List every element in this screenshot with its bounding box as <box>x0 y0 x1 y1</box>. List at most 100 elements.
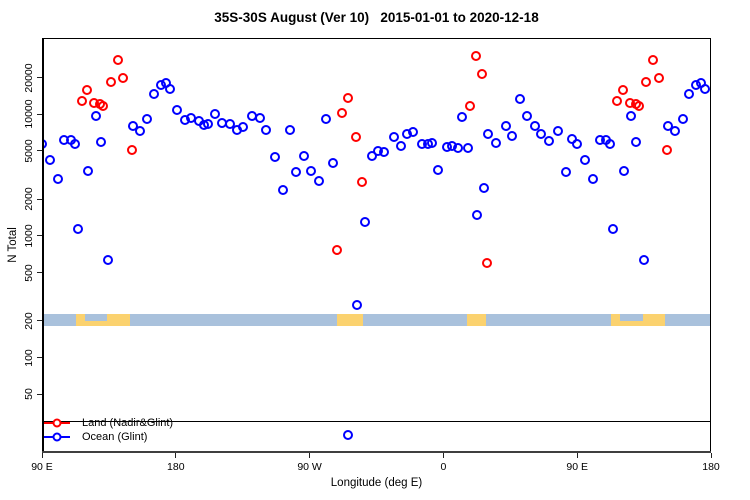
ocean-data-point <box>127 120 138 131</box>
ocean-data-point <box>515 93 526 104</box>
ocean-data-point <box>553 125 564 136</box>
land-data-point <box>126 144 137 155</box>
ocean-data-point <box>607 223 618 234</box>
land-data-point <box>653 72 664 83</box>
ocean-data-point <box>72 223 83 234</box>
ocean-data-point <box>202 118 213 129</box>
ocean-data-point <box>343 430 354 441</box>
ocean-data-point <box>605 138 616 149</box>
ocean-data-point <box>395 141 406 152</box>
ocean-data-point <box>306 166 317 177</box>
ocean-data-point <box>359 217 370 228</box>
legend-label: Ocean (Glint) <box>82 431 148 443</box>
latitude-band-land-patch <box>337 313 364 326</box>
ocean-data-point <box>699 83 710 94</box>
ocean-data-point <box>70 138 80 149</box>
land-data-point <box>661 144 672 155</box>
land-data-point <box>343 93 354 104</box>
y-tick-label: 20000 <box>23 63 35 93</box>
land-data-point <box>470 51 481 62</box>
ocean-data-point <box>638 255 649 266</box>
y-tick-label: 500 <box>23 263 35 282</box>
y-tick-label: 100 <box>23 348 35 367</box>
y-tick-label: 1000 <box>23 224 35 248</box>
legend-marker-line <box>44 418 70 428</box>
ocean-data-point <box>91 110 102 121</box>
ocean-data-point <box>580 154 591 165</box>
ocean-data-point <box>490 137 501 148</box>
ocean-data-point <box>148 88 159 99</box>
land-data-point <box>106 77 117 88</box>
ocean-data-point <box>298 150 309 161</box>
ocean-data-point <box>560 167 571 178</box>
ocean-data-point <box>567 133 578 144</box>
plot-border-right <box>710 38 711 453</box>
ocean-data-point <box>536 128 547 139</box>
y-tick-mark <box>37 150 42 152</box>
ocean-data-point <box>321 113 332 124</box>
land-data-point <box>465 100 475 111</box>
legend-marker-line <box>44 432 70 442</box>
ocean-data-point <box>500 120 511 131</box>
x-tick-label: 90 E <box>31 461 53 473</box>
ocean-data-point <box>663 120 674 131</box>
y-tick-mark <box>37 235 42 237</box>
ocean-data-point <box>95 136 106 147</box>
ocean-data-point <box>367 151 378 162</box>
ocean-data-point <box>507 131 518 142</box>
ocean-data-point <box>224 118 235 129</box>
ocean-data-point <box>677 113 688 124</box>
ocean-data-point <box>471 210 482 221</box>
land-data-point <box>351 132 362 143</box>
y-tick-label: 5000 <box>23 139 35 163</box>
ocean-data-point <box>618 166 629 177</box>
y-tick-mark <box>37 198 42 200</box>
ocean-data-point <box>683 88 694 99</box>
ocean-data-point <box>483 128 493 139</box>
ocean-data-point <box>135 126 146 137</box>
ocean-data-point <box>103 255 114 266</box>
land-data-point <box>648 54 659 65</box>
ocean-data-point <box>478 182 489 193</box>
ocean-data-point <box>453 143 464 154</box>
ocean-data-point <box>171 104 182 115</box>
y-tick-label: 10000 <box>23 99 35 129</box>
latitude-band-coast-notch <box>85 313 108 321</box>
legend-marker-circle <box>52 418 62 428</box>
land-data-point <box>641 77 652 88</box>
legend-row: Land (Nadir&Glint) <box>44 416 173 430</box>
ocean-data-point <box>328 157 339 168</box>
land-data-point <box>331 245 342 256</box>
x-tick-mark <box>710 453 712 458</box>
ocean-data-point <box>522 110 533 121</box>
y-tick-mark <box>37 320 42 322</box>
legend-label: Land (Nadir&Glint) <box>82 417 174 429</box>
ocean-data-point <box>284 125 295 136</box>
y-axis-title: N Total <box>7 227 19 263</box>
ocean-data-point <box>254 112 265 123</box>
y-tick-mark <box>37 77 42 79</box>
x-tick-mark <box>442 453 444 458</box>
plot-area <box>42 38 711 453</box>
x-tick-label: 90 W <box>297 461 322 473</box>
x-tick-mark <box>576 453 578 458</box>
plot-border-top <box>42 38 711 39</box>
ocean-data-point <box>45 154 56 165</box>
land-data-point <box>98 100 109 111</box>
land-data-point <box>617 84 628 95</box>
legend-marker-circle <box>52 432 62 442</box>
y-tick-mark <box>37 357 42 359</box>
x-tick-mark <box>41 453 43 458</box>
ocean-data-point <box>277 185 288 196</box>
y-tick-label: 2000 <box>23 187 35 211</box>
latitude-band-land-patch <box>467 313 486 326</box>
y-tick-mark <box>37 272 42 273</box>
ocean-data-point <box>270 152 281 163</box>
ocean-data-point <box>670 126 681 137</box>
y-tick-mark <box>37 113 42 115</box>
y-tick-label: 50 <box>23 388 35 400</box>
ocean-data-point <box>237 121 248 132</box>
ocean-data-point <box>463 143 474 154</box>
land-data-point <box>357 177 368 188</box>
